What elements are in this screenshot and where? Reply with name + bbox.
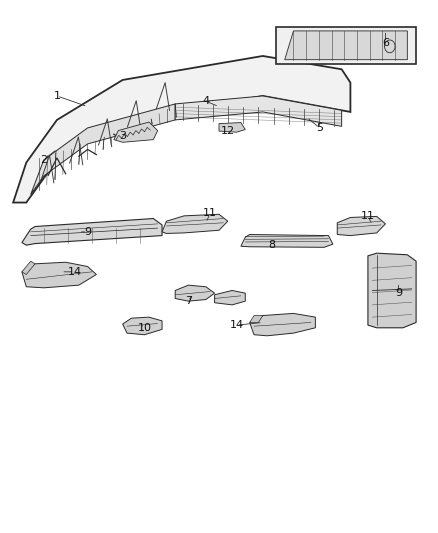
Polygon shape (250, 316, 263, 322)
Polygon shape (276, 27, 416, 64)
Text: 14: 14 (230, 320, 244, 330)
Text: 1: 1 (53, 91, 60, 101)
Text: 4: 4 (202, 96, 209, 106)
Text: 6: 6 (382, 38, 389, 47)
Polygon shape (31, 104, 175, 195)
Text: 9: 9 (395, 288, 402, 298)
Polygon shape (175, 96, 342, 126)
Polygon shape (22, 219, 162, 245)
Text: 2: 2 (40, 155, 47, 165)
Polygon shape (337, 216, 385, 236)
Text: 3: 3 (119, 131, 126, 141)
Polygon shape (368, 253, 416, 328)
Polygon shape (285, 31, 407, 60)
Polygon shape (22, 261, 35, 274)
Polygon shape (22, 262, 96, 288)
Polygon shape (219, 123, 245, 132)
Text: 11: 11 (203, 208, 217, 218)
Text: 7: 7 (185, 296, 192, 306)
Polygon shape (250, 313, 315, 336)
Text: 8: 8 (268, 240, 275, 250)
Polygon shape (114, 122, 158, 142)
Polygon shape (123, 317, 162, 335)
Polygon shape (241, 235, 333, 247)
Polygon shape (175, 285, 215, 301)
Text: 11: 11 (361, 211, 375, 221)
Text: 5: 5 (316, 123, 323, 133)
Text: 9: 9 (84, 227, 91, 237)
Polygon shape (13, 56, 350, 203)
Text: 12: 12 (221, 126, 235, 135)
Polygon shape (162, 214, 228, 233)
Text: 10: 10 (138, 323, 152, 333)
Text: 14: 14 (67, 267, 81, 277)
Polygon shape (215, 290, 245, 305)
